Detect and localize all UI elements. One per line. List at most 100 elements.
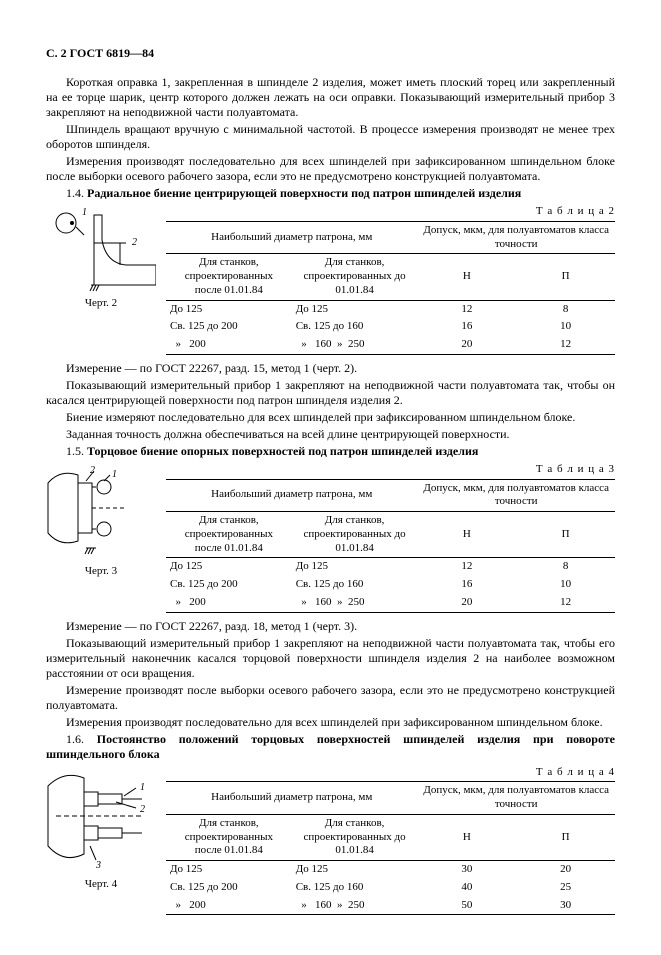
cell: » 200 — [166, 336, 292, 354]
section-1-5-title: 1.5. Торцовое биение опорных поверхносте… — [46, 444, 615, 459]
figure-4-col: 1 2 3 Черт. 4 — [46, 766, 156, 892]
figure-2-caption: Черт. 2 — [46, 297, 156, 311]
section-num: 1.5. — [66, 444, 84, 458]
svg-text:1: 1 — [140, 782, 145, 793]
section-1-4-title: 1.4. Радиальное биение центрирующей пове… — [46, 186, 615, 201]
cell: 10 — [516, 576, 615, 594]
th-tol: Допуск, мкм, для полуавтоматов класса то… — [417, 782, 615, 815]
cell: 10 — [516, 318, 615, 336]
th-left: Для станков, спроектированных после 01.0… — [166, 814, 292, 860]
page-header: С. 2 ГОСТ 6819—84 — [46, 46, 615, 61]
svg-text:2: 2 — [140, 804, 145, 815]
figure-3-svg: 2 1 — [46, 463, 156, 563]
cell: 20 — [417, 594, 516, 612]
cell: До 125 — [292, 558, 418, 576]
cell: Св. 125 до 200 — [166, 576, 292, 594]
s15-after-1: Измерение — по ГОСТ 22267, разд. 18, мет… — [46, 619, 615, 634]
cell: 20 — [417, 336, 516, 354]
s15-after-3: Измерение производят после выборки осево… — [46, 683, 615, 713]
page: С. 2 ГОСТ 6819—84 Короткая оправка 1, за… — [0, 0, 661, 955]
cell: До 125 — [166, 558, 292, 576]
th-h: Н — [417, 512, 516, 558]
figure-4-svg: 1 2 3 — [46, 766, 156, 876]
cell: 25 — [516, 879, 615, 897]
s14-after-1: Измерение — по ГОСТ 22267, разд. 15, мет… — [46, 361, 615, 376]
table-4-label: Т а б л и ц а 4 — [166, 766, 615, 780]
intro-para-1: Короткая оправка 1, закрепленная в шпинд… — [46, 75, 615, 120]
cell: 12 — [417, 558, 516, 576]
s14-after-4: Заданная точность должна обеспечиваться … — [46, 427, 615, 442]
cell: Св. 125 до 200 — [166, 879, 292, 897]
figure-3-col: 2 1 Черт. 3 — [46, 463, 156, 579]
s14-after-3: Биение измеряют последовательно для всех… — [46, 410, 615, 425]
cell: » 160 » 250 — [292, 897, 418, 915]
table-3-label: Т а б л и ц а 3 — [166, 463, 615, 477]
svg-text:3: 3 — [95, 860, 101, 871]
figure-3-caption: Черт. 3 — [46, 565, 156, 579]
th-main: Наибольший диаметр патрона, мм — [166, 782, 417, 815]
cell: До 125 — [166, 300, 292, 318]
cell: До 125 — [166, 861, 292, 879]
svg-text:1: 1 — [82, 207, 87, 218]
figure-2-svg: 1 2 — [46, 205, 156, 295]
cell: 12 — [516, 336, 615, 354]
cell: » 160 » 250 — [292, 594, 418, 612]
th-right: Для станков, спроектированных до 01.01.8… — [292, 512, 418, 558]
cell: 16 — [417, 318, 516, 336]
section-1-6-title: 1.6. Постоянство положений торцовых пове… — [46, 732, 615, 762]
section-num: 1.6. — [66, 732, 84, 746]
s15-after-4: Измерения производят последовательно для… — [46, 715, 615, 730]
th-main: Наибольший диаметр патрона, мм — [166, 221, 417, 254]
svg-text:2: 2 — [132, 237, 137, 248]
section-1-4-block: 1 2 Черт. 2 Т а б л и ц а 2 Наибольший д… — [46, 205, 615, 355]
cell: 20 — [516, 861, 615, 879]
cell: » 200 — [166, 897, 292, 915]
cell: » 160 » 250 — [292, 336, 418, 354]
table-3: Наибольший диаметр патрона, мм Допуск, м… — [166, 479, 615, 613]
th-left: Для станков, спроектированных после 01.0… — [166, 254, 292, 300]
th-p: П — [516, 512, 615, 558]
s15-after-2: Показывающий измерительный прибор 1 закр… — [46, 636, 615, 681]
table-3-col: Т а б л и ц а 3 Наибольший диаметр патро… — [166, 463, 615, 613]
section-title-text: Постоянство положений торцовых поверхнос… — [46, 732, 615, 761]
th-h: Н — [417, 814, 516, 860]
cell: » 200 — [166, 594, 292, 612]
th-h: Н — [417, 254, 516, 300]
th-p: П — [516, 254, 615, 300]
cell: Св. 125 до 160 — [292, 318, 418, 336]
cell: Св. 125 до 160 — [292, 879, 418, 897]
figure-4-caption: Черт. 4 — [46, 878, 156, 892]
cell: 8 — [516, 558, 615, 576]
cell: 16 — [417, 576, 516, 594]
s14-after-2: Показывающий измерительный прибор 1 закр… — [46, 378, 615, 408]
th-main: Наибольший диаметр патрона, мм — [166, 479, 417, 512]
cell: 12 — [417, 300, 516, 318]
intro-para-2: Шпиндель вращают вручную с минимальной ч… — [46, 122, 615, 152]
section-title-text: Торцовое биение опорных поверхностей под… — [87, 444, 478, 458]
section-1-6-block: 1 2 3 Черт. 4 Т а б л и ц а 4 Наибольший… — [46, 766, 615, 916]
cell: Св. 125 до 160 — [292, 576, 418, 594]
cell: 40 — [417, 879, 516, 897]
th-right: Для станков, спроектированных до 01.01.8… — [292, 254, 418, 300]
table-2-label: Т а б л и ц а 2 — [166, 205, 615, 219]
table-2-col: Т а б л и ц а 2 Наибольший диаметр патро… — [166, 205, 615, 355]
intro-para-3: Измерения производят последовательно для… — [46, 154, 615, 184]
section-num: 1.4. — [66, 186, 84, 200]
table-2: Наибольший диаметр патрона, мм Допуск, м… — [166, 221, 615, 355]
section-1-5-block: 2 1 Черт. 3 Т а б л и ц а 3 Наибольший д… — [46, 463, 615, 613]
cell: До 125 — [292, 300, 418, 318]
th-p: П — [516, 814, 615, 860]
th-right: Для станков, спроектированных до 01.01.8… — [292, 814, 418, 860]
figure-2-col: 1 2 Черт. 2 — [46, 205, 156, 311]
th-tol: Допуск, мкм, для полуавтоматов класса то… — [417, 221, 615, 254]
table-4: Наибольший диаметр патрона, мм Допуск, м… — [166, 781, 615, 915]
cell: 50 — [417, 897, 516, 915]
cell: 30 — [516, 897, 615, 915]
cell: 30 — [417, 861, 516, 879]
th-tol: Допуск, мкм, для полуавтоматов класса то… — [417, 479, 615, 512]
svg-text:1: 1 — [112, 469, 117, 480]
cell: До 125 — [292, 861, 418, 879]
cell: 8 — [516, 300, 615, 318]
section-title-text: Радиальное биение центрирующей поверхнос… — [87, 186, 521, 200]
cell: Св. 125 до 200 — [166, 318, 292, 336]
